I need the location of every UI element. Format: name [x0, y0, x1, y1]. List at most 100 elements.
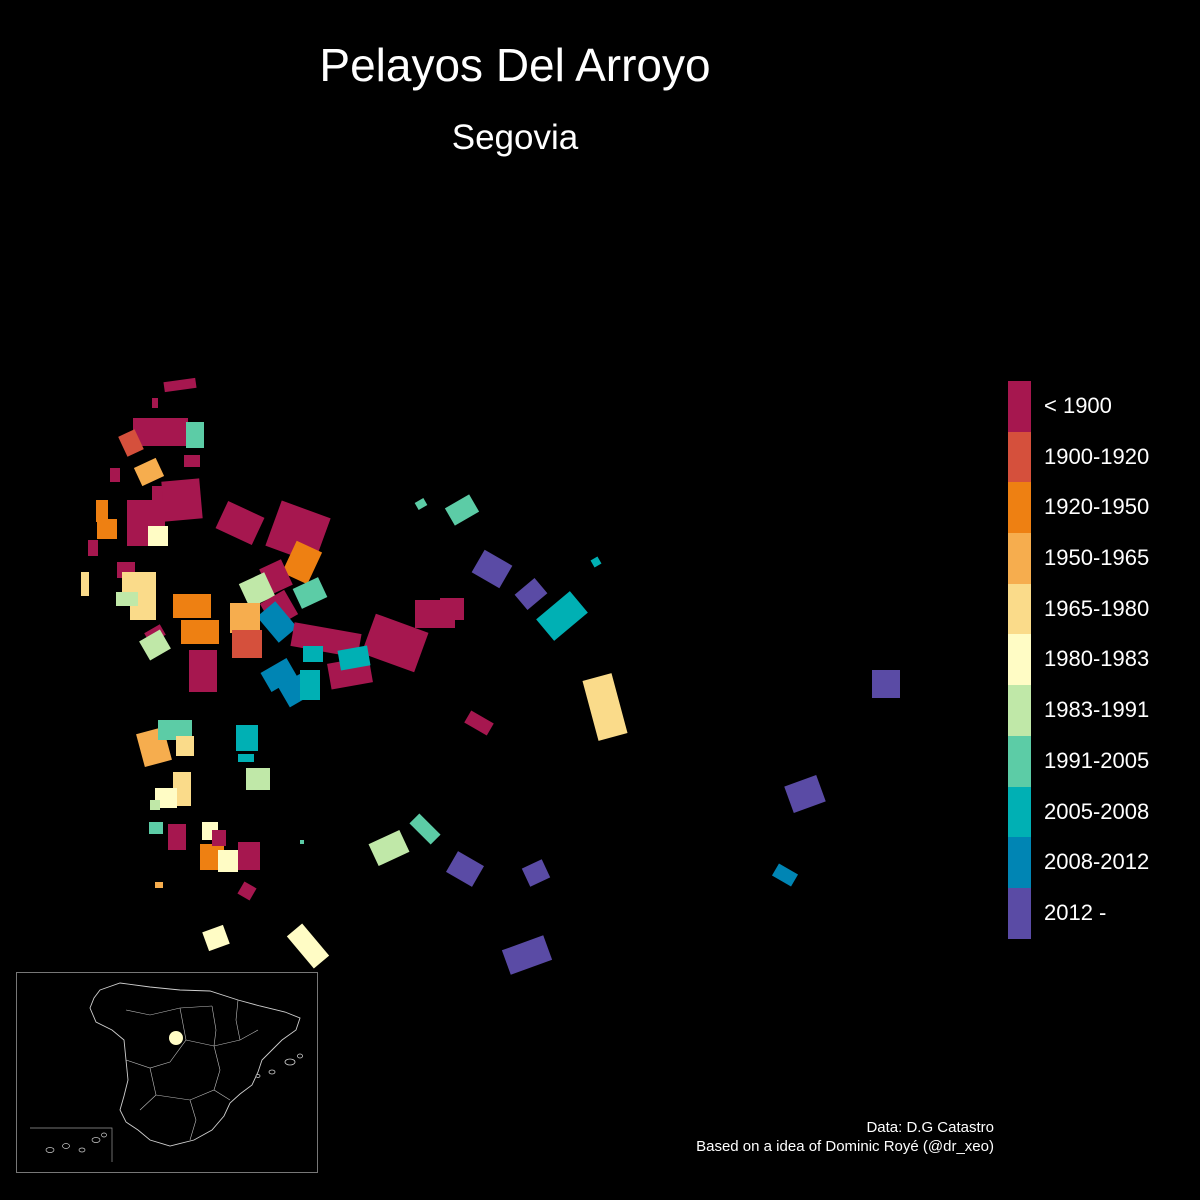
building-footprint — [536, 591, 588, 641]
canary-island — [101, 1132, 107, 1138]
map-subtitle: Segovia — [451, 118, 579, 157]
region-border — [189, 1099, 197, 1141]
building-footprint — [238, 572, 276, 608]
building-footprint — [139, 629, 171, 661]
balearic-island — [284, 1058, 296, 1066]
building-footprint — [238, 754, 254, 762]
building-footprint — [189, 650, 217, 692]
building-footprint — [303, 646, 323, 662]
region-border — [213, 1045, 221, 1091]
buildings-layer — [81, 377, 900, 975]
building-footprint — [238, 842, 260, 870]
building-footprint — [152, 398, 158, 408]
building-footprint — [501, 935, 553, 975]
region-border — [125, 1007, 187, 1069]
building-footprint — [202, 924, 230, 952]
building-footprint — [368, 829, 410, 867]
building-footprint — [118, 429, 144, 457]
legend-swatch — [1008, 887, 1031, 939]
legend-swatch — [1008, 685, 1031, 736]
building-footprint — [133, 457, 165, 487]
building-footprint — [181, 620, 219, 644]
building-footprint — [218, 850, 238, 872]
building-footprint — [237, 881, 257, 901]
region-border — [235, 999, 241, 1041]
building-footprint — [337, 645, 371, 671]
building-footprint — [361, 613, 429, 673]
balearic-island — [255, 1074, 261, 1078]
building-footprint — [440, 598, 464, 620]
building-footprint — [256, 601, 298, 643]
building-footprint — [155, 882, 163, 888]
building-footprint — [590, 556, 602, 568]
legend-swatch — [1008, 533, 1031, 584]
balearic-island — [268, 1069, 276, 1075]
inset-frame — [16, 972, 318, 1173]
legend-label: 1980-1983 — [1044, 646, 1150, 672]
legend-swatch — [1008, 482, 1031, 534]
region-border — [125, 1005, 213, 1016]
building-footprint — [168, 824, 186, 850]
canary-island — [62, 1143, 70, 1149]
legend-label: < 1900 — [1044, 393, 1112, 418]
building-footprint — [464, 710, 494, 736]
building-footprint — [163, 377, 197, 393]
building-footprint — [771, 863, 799, 887]
region-border — [185, 1029, 259, 1047]
location-marker — [169, 1031, 183, 1045]
canary-islands-box — [30, 1127, 113, 1162]
building-footprint — [110, 468, 120, 482]
inset-spain-map — [30, 982, 303, 1162]
credits-data-source: Data: D.G Catastro — [866, 1119, 994, 1136]
region-border — [155, 1089, 231, 1101]
building-footprint — [236, 725, 258, 751]
legend-label: 1991-2005 — [1044, 747, 1150, 773]
building-footprint — [173, 772, 191, 806]
building-footprint — [872, 670, 900, 698]
legend-swatch — [1008, 381, 1031, 432]
legend-label: 1920-1950 — [1044, 494, 1150, 520]
building-footprint — [784, 775, 826, 813]
building-footprint — [446, 851, 484, 887]
building-footprint — [155, 788, 177, 808]
building-footprint — [186, 422, 204, 448]
building-footprint — [260, 657, 298, 693]
building-footprint — [230, 603, 260, 633]
building-footprint — [414, 498, 428, 510]
building-footprint — [444, 494, 480, 526]
building-footprint — [409, 813, 441, 845]
building-footprint — [286, 923, 330, 969]
building-footprint — [521, 859, 551, 887]
legend-swatch — [1008, 634, 1031, 686]
legend-label: 2012 - — [1044, 899, 1107, 925]
legend-label: 2008-2012 — [1044, 849, 1150, 875]
building-footprint — [96, 500, 108, 522]
building-footprint — [161, 478, 203, 522]
legend-label: 1983-1991 — [1044, 697, 1150, 723]
building-footprint — [133, 418, 188, 446]
legend-swatch — [1008, 431, 1031, 483]
building-footprint — [173, 594, 211, 618]
map-title: Pelayos Del Arroyo — [319, 39, 711, 91]
building-footprint — [149, 822, 163, 834]
building-footprint — [116, 592, 138, 606]
balearic-island — [297, 1053, 303, 1059]
building-footprint — [150, 800, 160, 810]
building-footprint — [300, 840, 304, 844]
building-footprint — [215, 500, 265, 546]
legend-label: 1900-1920 — [1044, 443, 1150, 469]
legend-label: 1965-1980 — [1044, 595, 1150, 621]
building-footprint — [81, 572, 89, 596]
building-footprint — [281, 540, 323, 585]
building-footprint — [212, 830, 226, 846]
building-footprint — [292, 577, 328, 609]
canary-island — [91, 1137, 101, 1143]
credits-attribution: Based on a idea of Dominic Royé (@dr_xeo… — [696, 1138, 994, 1155]
legend-label: 2005-2008 — [1044, 798, 1150, 824]
building-footprint — [158, 720, 192, 740]
building-footprint — [246, 768, 270, 790]
canary-island — [45, 1147, 55, 1153]
region-border — [211, 1005, 217, 1047]
building-footprint — [148, 526, 168, 546]
